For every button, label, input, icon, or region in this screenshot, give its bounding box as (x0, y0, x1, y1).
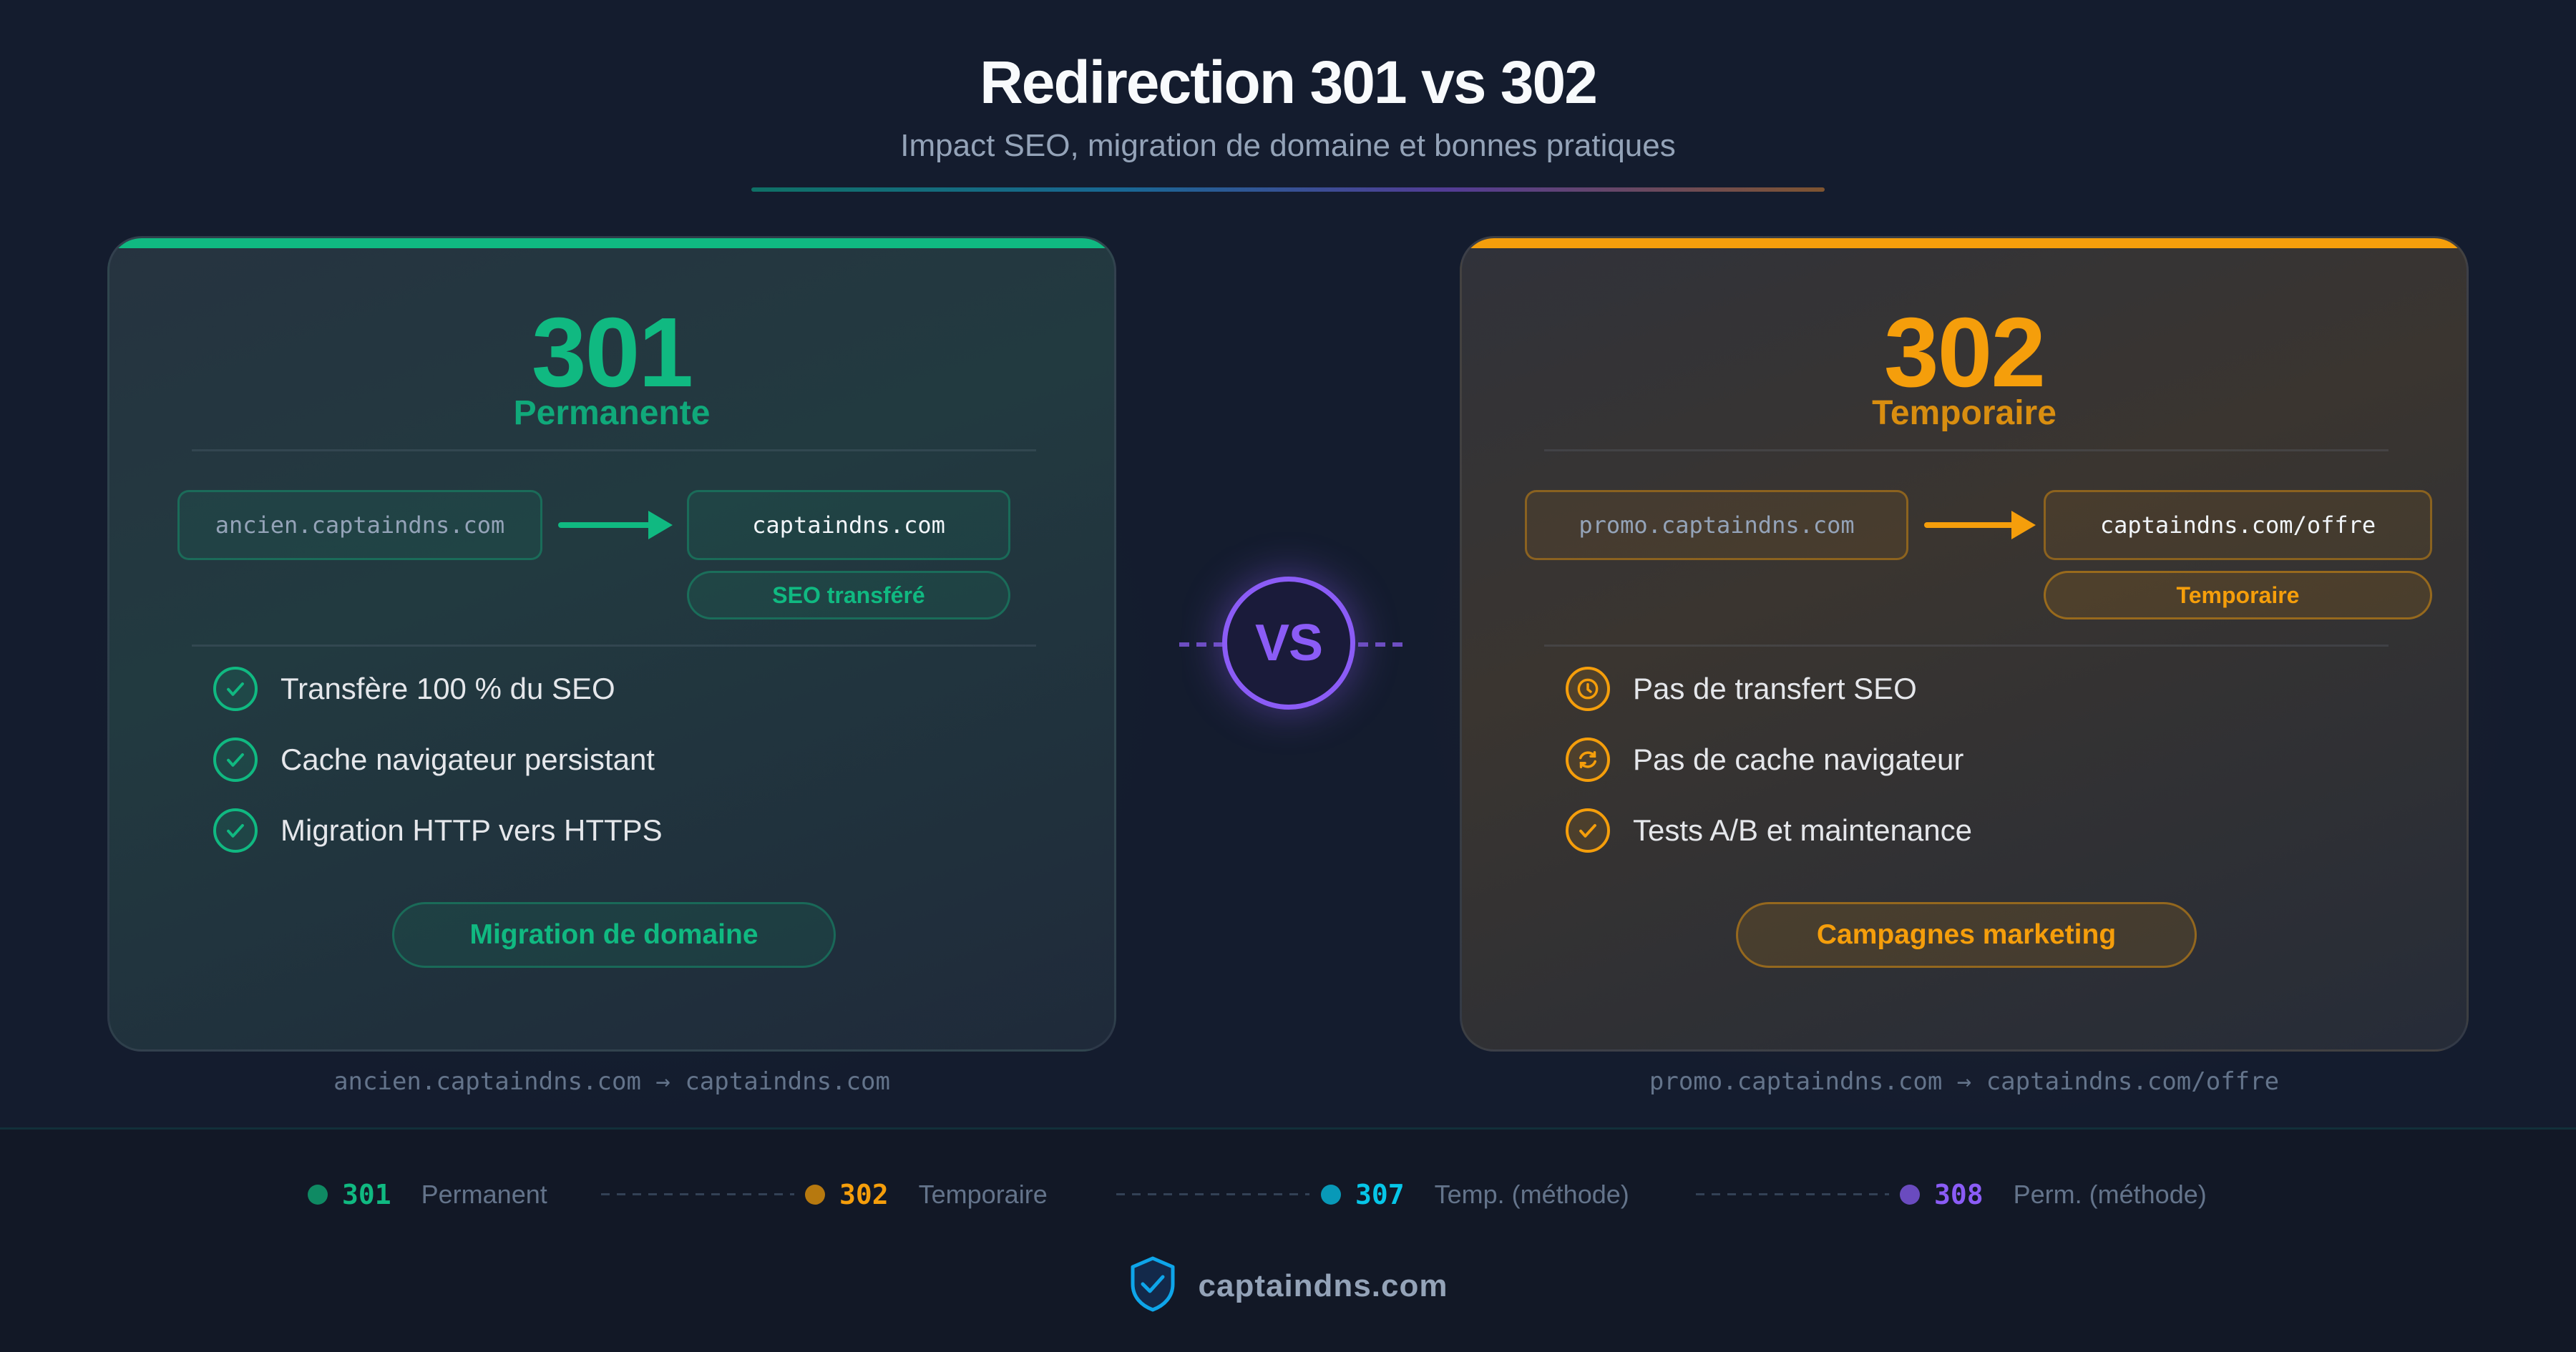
card-301: 301 Permanente ancien.captaindns.com cap… (107, 236, 1116, 1052)
legend-separator (1116, 1193, 1309, 1195)
source-url-box: ancien.captaindns.com (177, 490, 542, 560)
feature-list: Pas de transfert SEO Pas de cache naviga… (1566, 666, 1972, 878)
legend-dot (1321, 1185, 1341, 1205)
refresh-icon (1566, 738, 1610, 782)
temporary-tag: Temporaire (2044, 571, 2432, 619)
check-icon (1566, 808, 1610, 853)
feature-label: Cache navigateur persistant (280, 743, 655, 776)
feature-list: Transfère 100 % du SEO Cache navigateur … (213, 666, 663, 878)
legend-code: 307 (1355, 1179, 1405, 1210)
feature-item: Tests A/B et maintenance (1566, 808, 1972, 853)
feature-item: Migration HTTP vers HTTPS (213, 808, 663, 853)
status-kind: Temporaire (1872, 394, 2057, 432)
legend-item-308: 308 Perm. (méthode) (1900, 1173, 2207, 1216)
legend-label: Perm. (méthode) (2013, 1180, 2207, 1209)
status-code-legend: 301 Permanent 302 Temporaire 307 Temp. (… (0, 1173, 2576, 1216)
card-accent-bar (109, 238, 1114, 248)
legend-label: Temporaire (918, 1180, 1048, 1209)
feature-label: Migration HTTP vers HTTPS (280, 813, 663, 847)
legend-item-302: 302 Temporaire (805, 1173, 1048, 1216)
feature-item: Pas de cache navigateur (1566, 737, 1972, 783)
legend-item-307: 307 Temp. (méthode) (1321, 1173, 1629, 1216)
feature-item: Pas de transfert SEO (1566, 666, 1972, 712)
legend-dot (308, 1185, 328, 1205)
feature-item: Cache navigateur persistant (213, 737, 663, 783)
shield-check-icon (1128, 1255, 1177, 1316)
redirect-arrow-icon (558, 511, 673, 539)
check-icon (213, 667, 258, 711)
legend-code: 301 (342, 1179, 391, 1210)
divider (1544, 645, 2389, 647)
page-title: Redirection 301 vs 302 (980, 49, 1598, 116)
card-accent-bar (1462, 238, 2467, 248)
page-subtitle: Impact SEO, migration de domaine et bonn… (900, 128, 1676, 163)
footer (0, 1127, 2576, 1352)
legend-dot (805, 1185, 825, 1205)
feature-label: Pas de cache navigateur (1633, 743, 1964, 776)
divider (192, 449, 1036, 451)
status-code: 301 (531, 298, 693, 408)
clock-icon (1566, 667, 1610, 711)
feature-label: Pas de transfert SEO (1633, 672, 1917, 705)
divider (1544, 449, 2389, 451)
feature-label: Tests A/B et maintenance (1633, 813, 1972, 847)
divider (192, 645, 1036, 647)
legend-dot (1900, 1185, 1920, 1205)
brand: captaindns.com (0, 1255, 2576, 1316)
legend-separator (1696, 1193, 1889, 1195)
seo-tag: SEO transféré (687, 571, 1010, 619)
card-302: 302 Temporaire promo.captaindns.com capt… (1460, 236, 2469, 1052)
dashed-connector (1179, 642, 1229, 647)
redirect-arrow-icon (1924, 511, 2039, 539)
check-icon (213, 808, 258, 853)
legend-separator (601, 1193, 794, 1195)
feature-item: Transfère 100 % du SEO (213, 666, 663, 712)
vs-circle: VS (1222, 577, 1355, 710)
feature-label: Transfère 100 % du SEO (280, 672, 615, 705)
example-redirect: promo.captaindns.com → captaindns.com/of… (1649, 1067, 2280, 1096)
legend-item-301: 301 Permanent (308, 1173, 547, 1216)
brand-name: captaindns.com (1198, 1268, 1448, 1303)
title-gradient-rule (751, 187, 1825, 192)
status-code: 302 (1883, 298, 2046, 408)
status-kind: Permanente (513, 394, 711, 432)
source-url-box: promo.captaindns.com (1525, 490, 1908, 560)
check-icon (213, 738, 258, 782)
dashed-connector (1358, 642, 1408, 647)
target-url-box: captaindns.com/offre (2044, 490, 2432, 560)
example-redirect: ancien.captaindns.com → captaindns.com (333, 1067, 890, 1096)
usecase-pill: Migration de domaine (392, 902, 836, 968)
usecase-pill: Campagnes marketing (1736, 902, 2197, 968)
legend-code: 302 (839, 1179, 889, 1210)
legend-code: 308 (1934, 1179, 1984, 1210)
legend-label: Permanent (421, 1180, 547, 1209)
target-url-box: captaindns.com (687, 490, 1010, 560)
legend-label: Temp. (méthode) (1434, 1180, 1629, 1209)
header: Redirection 301 vs 302 Impact SEO, migra… (0, 43, 2576, 167)
vs-badge: VS (1179, 572, 1408, 715)
